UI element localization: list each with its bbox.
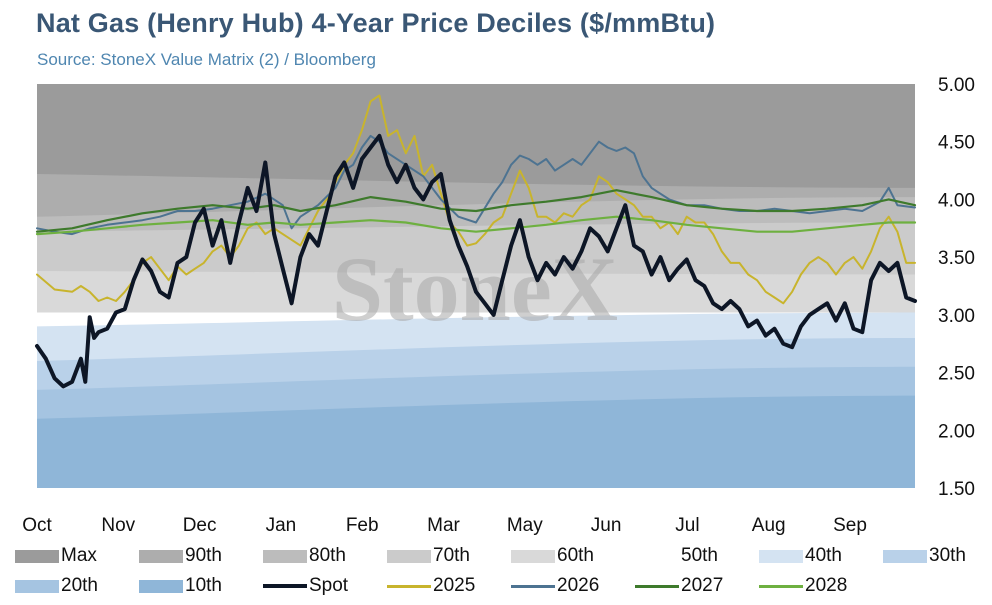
legend-swatch [139,579,183,593]
y-tick-label: 4.50 [938,133,975,154]
x-tick-label: Jun [591,515,622,536]
legend-swatch [635,549,679,563]
legend-label: 90th [185,545,222,566]
legend-label: 2027 [681,575,724,596]
legend-item-Max: Max [15,545,97,567]
legend-label: 60th [557,545,594,566]
legend-item-2028: 2028 [759,575,847,597]
legend-label: 2028 [805,575,848,596]
chart-subtitle: Source: StoneX Value Matrix (2) / Bloomb… [37,50,376,69]
legend-item-Spot: Spot [263,575,348,597]
legend-swatch [759,584,803,588]
chart: StoneX 5.004.504.003.503.002.502.001.50 … [22,75,975,536]
legend-label: 70th [433,545,470,566]
y-axis: 5.00 4.50 4.00 3.50 3.00 2.50 2.00 1.50 [938,75,975,500]
y-tick-label: 1.50 [938,479,975,500]
legend-row: Max 90th 80th 70th 60th 50th 40th 30th [15,545,985,575]
legend-label: Max [61,545,97,566]
y-tick-label: 2.00 [938,421,975,442]
x-tick-label: Jul [675,515,699,536]
x-tick-label: Sep [833,515,867,536]
y-tick-label: 3.50 [938,248,975,269]
legend-swatch [635,584,679,588]
legend-label: 40th [805,545,842,566]
x-tick-label: Nov [101,515,135,536]
legend-item-50th: 50th [635,545,718,567]
legend-swatch [387,584,431,588]
chart-title: Nat Gas (Henry Hub) 4-Year Price Deciles… [36,8,716,38]
y-tick-label: 3.00 [938,306,975,327]
y-tick-label: 4.00 [938,190,975,211]
legend-label: 10th [185,575,222,596]
legend-item-2027: 2027 [635,575,723,597]
legend-swatch [15,579,59,593]
legend-swatch [15,549,59,563]
legend-swatch [883,549,927,563]
legend-row: 20th 10th Spot 2025 2026 2027 2028 [15,575,985,605]
series-2025 [36,94,916,305]
legend-label: 20th [61,575,98,596]
legend-label: Spot [309,575,349,596]
legend-item-60th: 60th [511,545,594,567]
legend-item-10th: 10th [139,575,222,597]
legend-label: 30th [929,545,966,566]
band-10th [37,395,915,488]
x-tick-label: Feb [346,515,379,536]
y-tick-label: 5.00 [938,75,975,96]
legend-swatch [263,549,307,563]
x-tick-label: Dec [183,515,217,536]
legend-item-30th: 30th [883,545,966,567]
legend-item-2026: 2026 [511,575,599,597]
legend-item-40th: 40th [759,545,842,567]
legend-label: 80th [309,545,346,566]
legend-item-2025: 2025 [387,575,475,597]
legend-label: 2025 [433,575,476,596]
series-Spot [35,133,917,389]
legend-item-80th: 80th [263,545,346,567]
legend-item-90th: 90th [139,545,222,567]
legend-item-20th: 20th [15,575,98,597]
x-tick-label: May [507,515,543,536]
x-axis: Oct Nov Dec Jan Feb Mar May Jun Jul Aug Sep [22,515,867,536]
legend-swatch [263,584,307,588]
series-2028 [35,215,917,236]
legend-item-70th: 70th [387,545,470,567]
legend-swatch [139,549,183,563]
x-tick-label: Jan [266,515,297,536]
x-tick-label: Aug [752,515,786,536]
legend-label: 2026 [557,575,600,596]
y-tick-label: 2.50 [938,364,975,385]
legend-swatch [511,584,555,588]
legend-swatch [759,549,803,563]
series-2027 [35,189,917,233]
decile-bands [37,84,915,488]
series-lines [35,94,917,389]
legend-label: 50th [681,545,718,566]
x-tick-label: Mar [427,515,460,536]
legend: Max 90th 80th 70th 60th 50th 40th 30th 20th 10th… [15,545,985,605]
legend-swatch [387,549,431,563]
legend-swatch [511,549,555,563]
x-tick-label: Oct [22,515,52,536]
